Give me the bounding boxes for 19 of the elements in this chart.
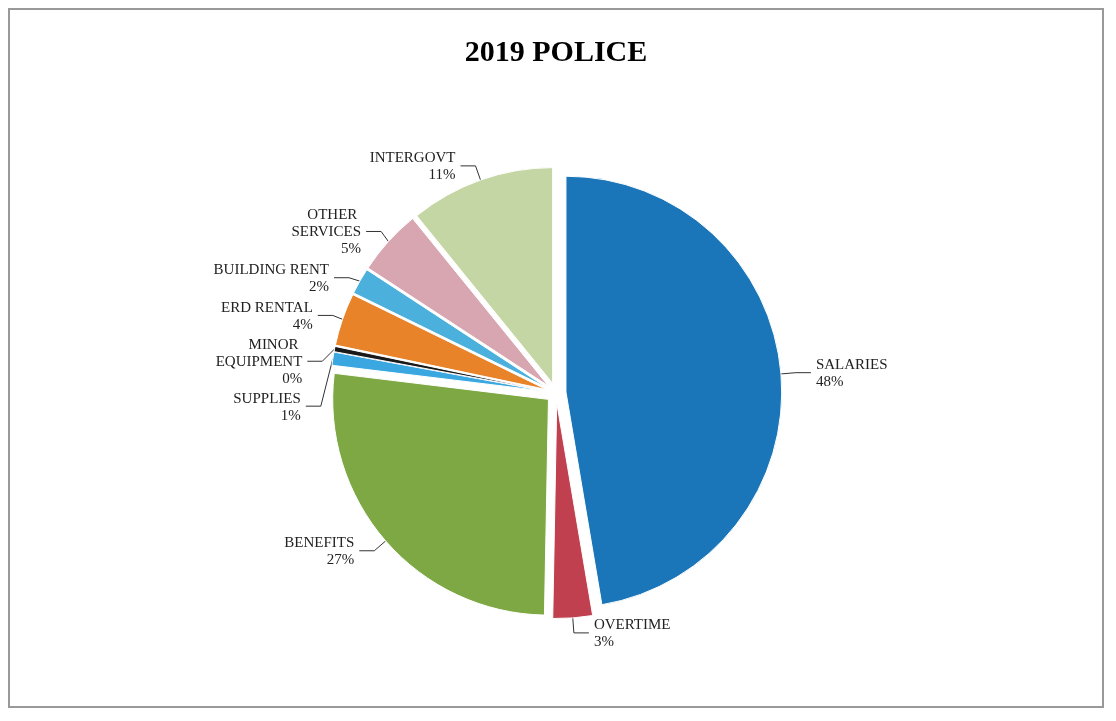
slice-label: SALARIES — [815, 356, 888, 373]
data-label: 3% — [593, 633, 614, 650]
data-label: 0% — [282, 370, 303, 387]
slice-label: ERD RENTAL — [221, 298, 313, 315]
slice-label: INTERGOVT — [369, 149, 456, 166]
slice-label: BENEFITS — [284, 534, 355, 551]
data-label: 2% — [309, 278, 330, 295]
data-label: 4% — [292, 315, 313, 332]
data-label: 1% — [280, 406, 301, 423]
data-label: 48% — [815, 373, 844, 390]
slice-label: OTHER SERVICES — [291, 206, 362, 240]
slice-label: BUILDING RENT — [213, 261, 330, 278]
chart-title: 2019 POLICE — [464, 33, 648, 67]
slice-label: OVERTIME — [593, 616, 671, 633]
slice-label: MINOR EQUIPMENT — [215, 336, 303, 370]
data-label: 11% — [428, 166, 456, 183]
slice-label: SUPPLIES — [233, 389, 301, 406]
data-label: 5% — [341, 240, 362, 257]
data-label: 27% — [326, 551, 355, 568]
